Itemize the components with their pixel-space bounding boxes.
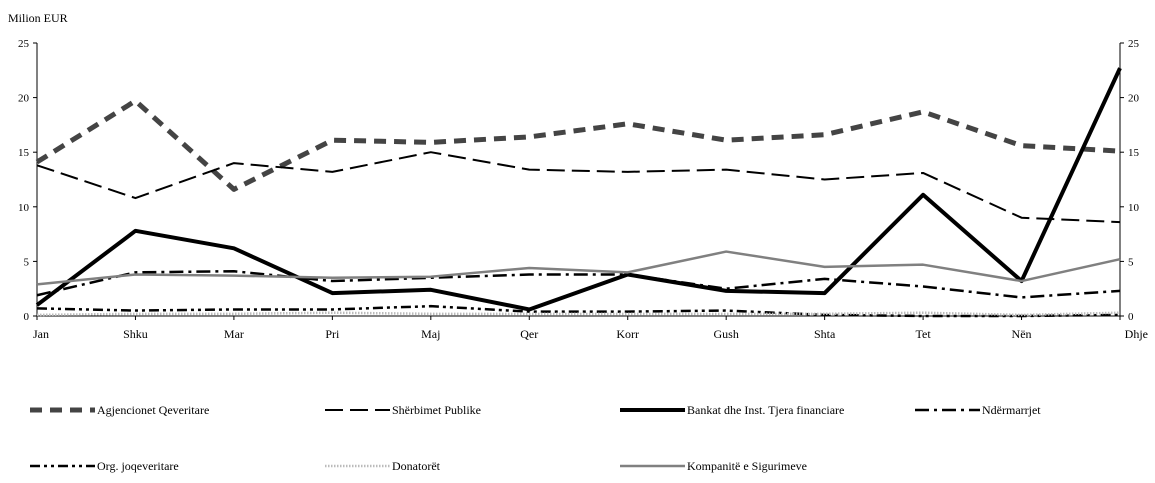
y-tick-label-right: 5 [1128,256,1134,268]
y-tick-label-left: 0 [24,311,30,323]
x-tick-label: Maj [421,327,440,341]
series-line [35,67,1122,312]
y-tick-label-left: 15 [18,147,30,159]
x-tick-label: Pri [325,327,340,341]
series-line [35,98,1121,192]
legend-label: Org. joqeveritare [97,459,179,473]
x-tick-label: Gush [714,327,739,341]
x-tick-label: Qer [520,327,538,341]
x-tick-label: Tet [916,327,932,341]
y-axis-unit-label: Milion EUR [8,11,68,25]
y-tick-label-left: 25 [18,38,30,50]
x-tick-label: Shta [814,327,836,341]
legend-label: Kompanitë e Sigurimeve [687,459,807,473]
series-line [36,250,1121,286]
legend-label: Shërbimet Publike [392,403,481,417]
series-line [36,269,1121,299]
series-line [36,151,1121,224]
legend: Agjencionet Qeveritare Shërbimet Publike B… [30,403,1041,473]
x-tick-label: Korr [616,327,639,341]
x-tick-label: Jan [33,327,49,341]
y-tick-label-left: 5 [24,256,30,268]
legend-label: Agjencionet Qeveritare [97,403,209,417]
y-tick-label-right: 10 [1128,202,1140,214]
y-tick-label-left: 20 [18,93,30,105]
axes: 0 0 5 5 10 10 15 15 20 20 25 25 Jan Shku Mar Pri Maj Qer K… [18,38,1148,341]
series-lines [35,67,1122,318]
legend-label: Ndërmarrjet [982,403,1041,417]
series-line [36,311,1121,317]
y-tick-label-right: 20 [1128,93,1140,105]
y-tick-label-left: 10 [18,202,30,214]
y-tick-label-right: 25 [1128,38,1140,50]
legend-label: Bankat dhe Inst. Tjera financiare [687,403,844,417]
y-tick-label-right: 15 [1128,147,1140,159]
x-tick-label: Dhje [1125,327,1148,341]
series-line [36,304,1121,318]
x-tick-label: Nën [1012,327,1032,341]
legend-label: Donatorët [392,459,441,473]
x-tick-label: Mar [224,327,244,341]
y-tick-label-right: 0 [1128,311,1134,323]
x-tick-label: Shku [123,327,148,341]
